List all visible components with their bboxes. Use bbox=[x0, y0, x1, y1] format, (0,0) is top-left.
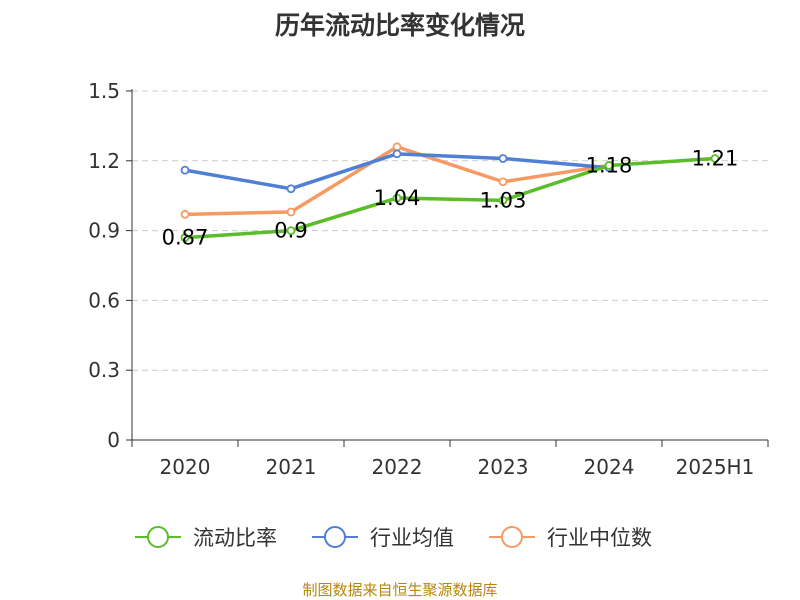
y-tick-label: 0.3 bbox=[88, 358, 120, 382]
legend-label: 行业中位数 bbox=[547, 526, 652, 550]
tick-labels: 0 0.3 0.6 0.9 1.2 1.5 2020 2021 2022 2023 2024 2025… bbox=[88, 79, 754, 479]
data-label: 1.03 bbox=[480, 188, 527, 212]
x-tick-label: 2024 bbox=[584, 455, 635, 479]
x-tick-label: 2022 bbox=[372, 455, 423, 479]
x-tick-label: 2021 bbox=[266, 455, 317, 479]
data-point bbox=[286, 184, 296, 194]
y-tick-label: 1.2 bbox=[88, 149, 120, 173]
x-tick-label: 2023 bbox=[478, 455, 529, 479]
axes bbox=[126, 89, 769, 447]
series-line bbox=[183, 152, 611, 191]
y-tick-label: 0.9 bbox=[88, 219, 120, 243]
data-point bbox=[180, 209, 190, 219]
data-label: 1.18 bbox=[586, 153, 633, 177]
x-tick-label: 2020 bbox=[160, 455, 211, 479]
legend-marker bbox=[501, 526, 523, 548]
y-tick-label: 1.5 bbox=[88, 79, 120, 103]
legend-marker bbox=[324, 526, 346, 548]
legend-label: 行业均值 bbox=[370, 526, 454, 550]
data-point bbox=[498, 154, 508, 163]
series-line bbox=[183, 156, 717, 240]
legend-label: 流动比率 bbox=[193, 526, 277, 550]
data-point bbox=[180, 233, 190, 242]
data-point bbox=[710, 154, 720, 163]
data-point bbox=[392, 142, 402, 152]
data-labels: 0.87 0.9 1.04 1.03 1.18 1.21 bbox=[162, 146, 739, 249]
data-point bbox=[392, 193, 402, 203]
data-point bbox=[604, 161, 614, 170]
data-point bbox=[286, 226, 296, 236]
legend: 流动比率 行业均值 行业中位数 bbox=[135, 526, 652, 550]
series-points bbox=[180, 142, 720, 242]
source-note: 制图数据来自恒生聚源数据库 bbox=[302, 581, 498, 599]
chart-title: 历年流动比率变化情况 bbox=[274, 11, 525, 40]
data-point bbox=[286, 207, 296, 217]
grid-lines bbox=[132, 90, 768, 371]
data-label: 0.87 bbox=[162, 226, 209, 250]
y-tick-label: 0 bbox=[107, 428, 120, 452]
data-label: 0.9 bbox=[274, 219, 307, 243]
data-label: 1.21 bbox=[692, 146, 739, 170]
data-point bbox=[180, 165, 190, 175]
data-point bbox=[498, 195, 508, 205]
y-tick-label: 0.6 bbox=[88, 288, 120, 312]
data-point bbox=[392, 149, 402, 159]
data-label: 1.04 bbox=[374, 186, 421, 210]
x-tick-label: 2025H1 bbox=[676, 455, 755, 479]
data-point bbox=[498, 177, 508, 187]
legend-marker bbox=[147, 526, 169, 548]
